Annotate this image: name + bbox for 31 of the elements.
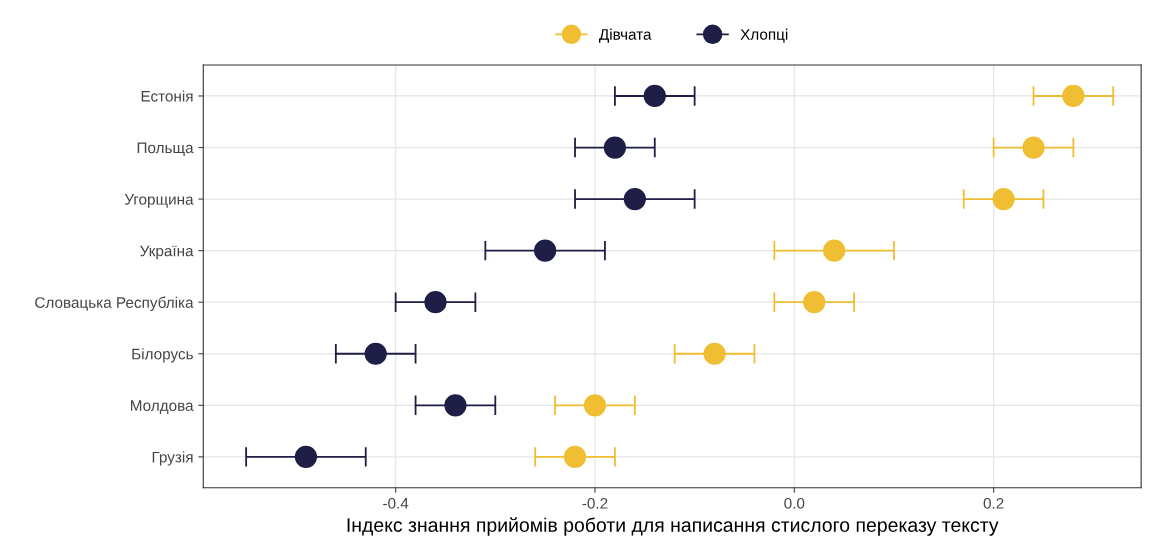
point: [823, 239, 846, 262]
y-tick-label: Грузія: [152, 451, 193, 466]
point: [444, 394, 467, 417]
point: [603, 136, 627, 159]
y-tick-label: Білорусь: [132, 348, 193, 363]
point: [364, 342, 387, 365]
point: [1022, 136, 1045, 159]
point: [583, 394, 607, 417]
point: [424, 291, 447, 314]
x-tick-label: 0.0: [784, 497, 805, 509]
point: [643, 84, 666, 108]
y-tick-label: Україна: [140, 245, 194, 260]
y-tick-label: Польща: [137, 142, 194, 157]
x-tick-label: -0.4: [383, 497, 409, 509]
x-tick-label: 0.2: [983, 497, 1004, 509]
y-tick-label: Словацька Республіка: [35, 296, 194, 311]
point: [992, 187, 1015, 211]
x-tick-label: -0.2: [582, 497, 608, 509]
point: [1062, 84, 1085, 108]
legend-label: Хлопці: [740, 28, 788, 43]
legend-label: Дівчата: [599, 28, 652, 43]
y-tick-label: Молдова: [131, 400, 194, 414]
point: [534, 239, 557, 262]
y-tick-label: Естонія: [141, 90, 193, 102]
point: [803, 291, 826, 314]
point: [294, 445, 318, 468]
y-tick-label: Угорщина: [124, 194, 194, 208]
x-axis-title: Індекс знання прийомів роботи для написання стислого переказу тексту: [347, 517, 999, 536]
point: [563, 445, 587, 468]
point: [623, 187, 646, 211]
point: [703, 342, 726, 365]
